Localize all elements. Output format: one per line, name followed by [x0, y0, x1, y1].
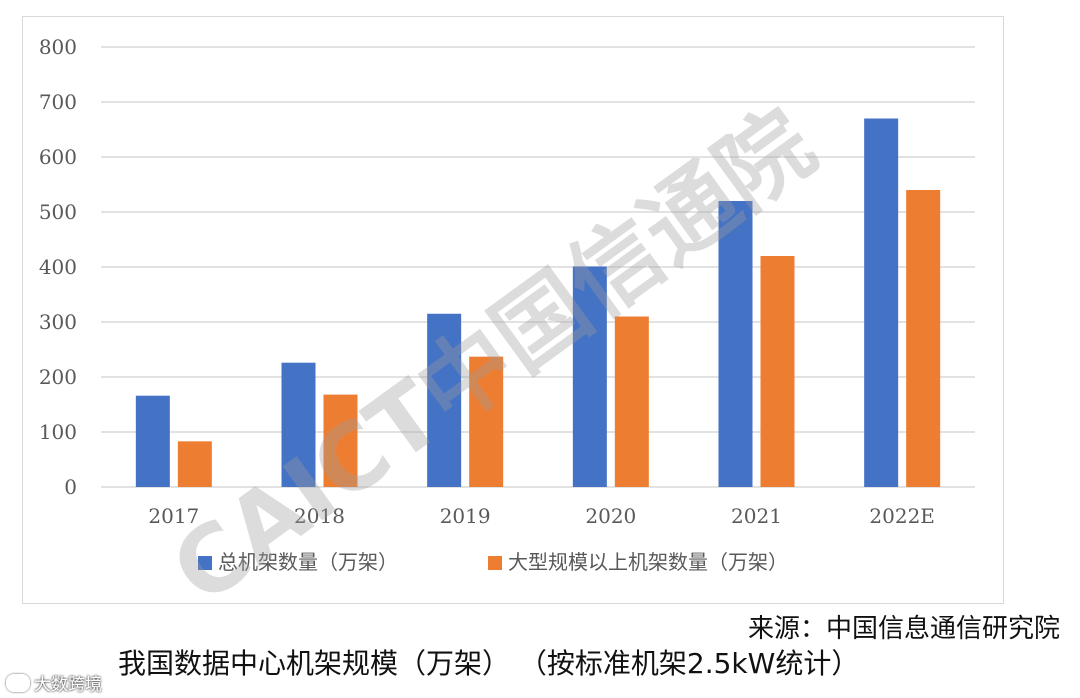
legend-swatch — [198, 556, 212, 570]
y-tick-label: 500 — [39, 200, 77, 224]
eye-logo-icon — [6, 673, 30, 692]
bar-large-2020 — [614, 316, 649, 487]
bar-large-2017 — [177, 441, 212, 487]
y-tick-label: 800 — [39, 35, 77, 59]
x-tick-label: 2022E — [869, 504, 935, 528]
x-tick-label: 2019 — [440, 504, 491, 528]
y-tick-label: 300 — [39, 310, 77, 334]
bar-total-2022E — [864, 118, 899, 487]
bar-large-2021 — [760, 256, 795, 487]
account-watermark: 大数跨境 — [6, 670, 102, 695]
source-label: 来源：中国信息通信研究院 — [747, 614, 1060, 644]
bar-chart: 0 100 200 300 400 500 600 700 800 2017 2018 2019 202… — [39, 35, 975, 605]
chart-caption: 我国数据中心机架规模（万架） （按标准机架2.5kW统计） — [118, 647, 860, 680]
legend-label: 总机架数量（万架） — [218, 550, 398, 574]
x-tick-label: 2017 — [148, 504, 199, 528]
bar-large-2018 — [323, 394, 358, 487]
legend-label: 大型规模以上机架数量（万架） — [508, 550, 788, 574]
y-tick-label: 200 — [39, 365, 77, 389]
y-tick-label: 600 — [39, 145, 77, 169]
y-tick-label: 700 — [39, 90, 77, 114]
y-tick-label: 400 — [39, 255, 77, 279]
bar-total-2018 — [281, 362, 316, 487]
y-tick-label: 0 — [64, 475, 77, 499]
bar-large-2019 — [469, 356, 504, 487]
chart-frame: 0 100 200 300 400 500 600 700 800 2017 2018 2019 202… — [22, 16, 1004, 605]
bar-total-2017 — [135, 395, 170, 487]
bar-total-2020 — [572, 266, 607, 487]
bar-total-2019 — [427, 313, 462, 487]
x-tick-label: 2020 — [585, 504, 636, 528]
x-tick-label: 2021 — [731, 504, 782, 528]
bar-total-2021 — [718, 201, 753, 487]
bar-large-2022E — [906, 190, 941, 487]
legend-swatch — [488, 556, 502, 570]
account-name: 大数跨境 — [34, 675, 102, 695]
y-tick-label: 100 — [39, 420, 77, 444]
x-tick-label: 2018 — [294, 504, 345, 528]
